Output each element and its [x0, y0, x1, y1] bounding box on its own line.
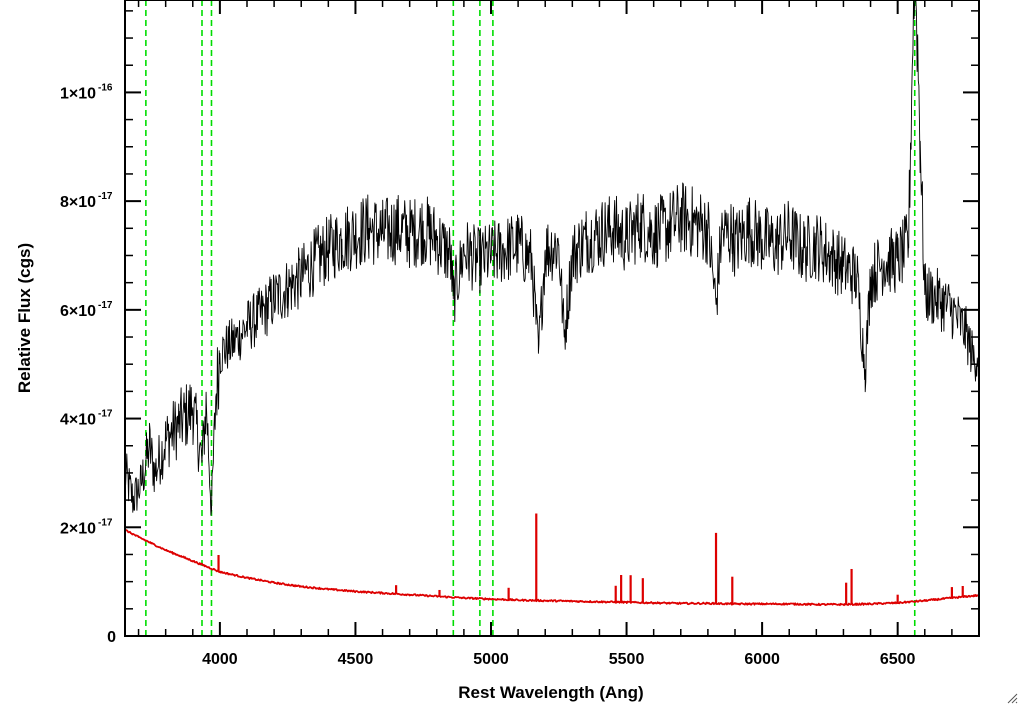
x-axis-label: Rest Wavelength (Ang): [458, 683, 643, 702]
model-emission-lines: [217, 513, 964, 605]
y-tick-label-1: 2×10: [60, 520, 96, 537]
y-tick-exponent-5: -16: [98, 82, 113, 93]
x-tick-label-5: 6500: [880, 651, 916, 668]
y-tick-exponent-2: -17: [98, 409, 113, 420]
y-tick-label-5: 1×10: [60, 85, 96, 102]
x-tick-label-1: 4500: [338, 651, 374, 668]
y-tick-label-4: 8×10: [60, 194, 96, 211]
x-tick-label-0: 4000: [202, 651, 238, 668]
axes: [124, 0, 980, 637]
y-tick-exponent-3: -17: [98, 300, 113, 311]
plot-frame: [124, 0, 980, 637]
series-line-0: [124, 0, 980, 516]
y-tick-label-2: 4×10: [60, 412, 96, 429]
x-tick-label-3: 5500: [609, 651, 645, 668]
reference-lines: [145, 0, 916, 636]
y-tick-exponent-4: -17: [98, 191, 113, 202]
y-tick-exponent-1: -17: [98, 517, 113, 528]
series-group: [124, 0, 980, 607]
y-tick-label-3: 6×10: [60, 303, 96, 320]
x-tick-label-4: 6000: [744, 651, 780, 668]
x-tick-label-2: 5000: [473, 651, 509, 668]
resize-grip-icon[interactable]: [1006, 692, 1018, 704]
series-line-1: [124, 529, 980, 607]
y-axis-label: Relative Flux (cgs): [15, 243, 34, 393]
y-tick-label-0: 0: [107, 629, 116, 646]
